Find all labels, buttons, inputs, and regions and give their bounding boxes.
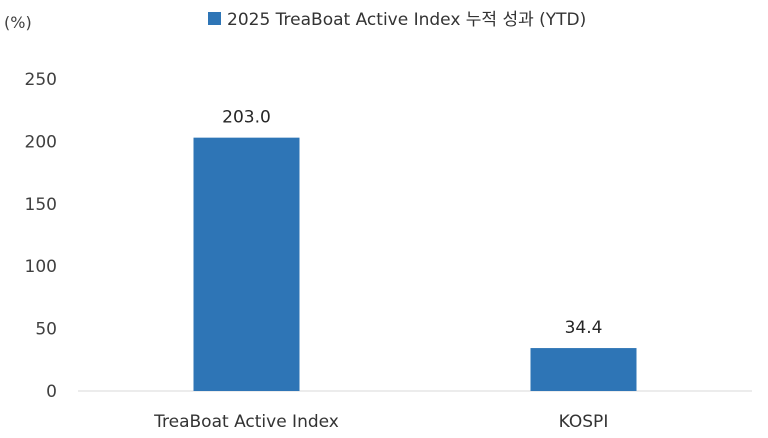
y-tick-label: 100 (25, 257, 57, 277)
y-axis: 0 50 100 150 200 250 (25, 70, 57, 402)
y-tick-label: 150 (25, 195, 57, 215)
bar (193, 137, 300, 391)
y-tick-label: 250 (25, 70, 57, 90)
y-axis-unit-label: (%) (4, 13, 32, 32)
legend-label: 2025 TreaBoat Active Index 누적 성과 (YTD) (227, 10, 586, 30)
data-labels: 203.0 34.4 (222, 108, 602, 338)
y-tick-label: 0 (46, 382, 57, 402)
x-axis: TreaBoat Active Index KOSPI (153, 412, 608, 432)
x-category-label: TreaBoat Active Index (153, 412, 339, 432)
y-tick-label: 200 (25, 132, 57, 152)
legend: 2025 TreaBoat Active Index 누적 성과 (YTD) (208, 10, 586, 30)
bar-data-label: 34.4 (565, 318, 603, 338)
bar-data-label: 203.0 (222, 108, 271, 128)
y-tick-label: 50 (35, 320, 57, 340)
legend-swatch (208, 12, 221, 25)
bars (193, 137, 637, 391)
x-category-label: KOSPI (559, 412, 609, 432)
bar (530, 348, 637, 391)
